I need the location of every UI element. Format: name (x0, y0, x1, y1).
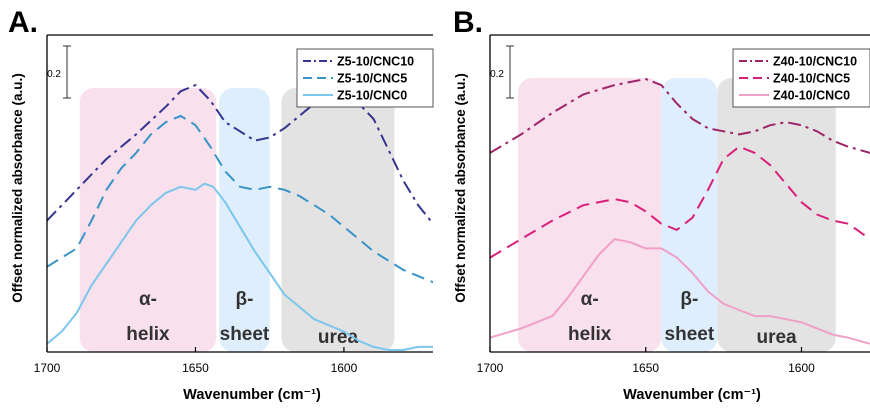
series-lines (490, 78, 870, 345)
series-line-2 (47, 182, 433, 351)
legend-label-1: Z40-10/CNC5 (773, 72, 850, 86)
region-band-2 (281, 88, 395, 352)
legend-label-2: Z5-10/CNC0 (337, 89, 407, 103)
region-label-0-0: α- (581, 289, 599, 310)
series-lines (47, 84, 433, 351)
region-label-1-0: β- (680, 289, 698, 310)
region-label-1-1: sheet (665, 324, 715, 345)
region-label-2-0: urea (318, 327, 359, 348)
region-label-2-0: urea (756, 327, 797, 348)
region-label-1-1: sheet (220, 324, 270, 345)
region-label-1-0: β- (235, 289, 253, 310)
scale-bar-label: 0.2 (47, 69, 61, 80)
scale-bar-label: 0.2 (490, 69, 504, 80)
legend-label-0: Z5-10/CNC10 (337, 55, 414, 69)
region-label-0-0: α- (139, 289, 157, 310)
region-band-0 (518, 78, 662, 352)
legend: Z5-10/CNC10 Z5-10/CNC5 Z5-10/CNC0 (296, 48, 434, 108)
series-line-0 (47, 84, 433, 225)
series-line-2 (490, 238, 870, 345)
x-tick-label-2: 1600 (788, 361, 815, 375)
panel-a: α-helix β-sheet urea 1700 1650 1600 Wavenumber… (8, 6, 434, 403)
region-label-0-1: helix (568, 324, 612, 345)
region-band-1 (219, 88, 270, 352)
legend: Z40-10/CNC10 Z40-10/CNC5 Z40-10/CNC0 (732, 48, 870, 108)
x-axis-label: Wavenumber (cm⁻¹) (183, 387, 321, 403)
x-tick-label-1: 1650 (182, 361, 209, 375)
panel-label: A. (8, 6, 38, 39)
region-band-0 (79, 88, 217, 352)
legend-label-1: Z5-10/CNC5 (337, 72, 407, 86)
secondary-structure-regions (79, 88, 395, 352)
x-tick-label-0: 1700 (34, 361, 61, 375)
secondary-structure-regions (518, 78, 836, 352)
x-tick-label-2: 1600 (331, 361, 358, 375)
x-tick-label-1: 1650 (632, 361, 659, 375)
panel-label: B. (453, 6, 483, 39)
y-axis-label: Offset normalized absorbance (a.u.) (10, 73, 25, 303)
series-line-1 (47, 114, 433, 284)
y-axis-label: Offset normalized absorbance (a.u.) (453, 73, 468, 303)
panel-b: α-helix β-sheet urea 1700 1650 1600 Wavenumber… (453, 6, 870, 403)
region-band-2 (717, 78, 836, 352)
x-tick-label-0: 1700 (477, 361, 504, 375)
region-label-0-1: helix (126, 324, 170, 345)
x-axis-label: Wavenumber (cm⁻¹) (623, 387, 761, 403)
series-line-1 (490, 145, 870, 259)
legend-label-0: Z40-10/CNC10 (773, 55, 857, 69)
region-band-1 (661, 78, 718, 352)
legend-box (296, 48, 434, 108)
legend-label-2: Z40-10/CNC0 (773, 89, 850, 103)
